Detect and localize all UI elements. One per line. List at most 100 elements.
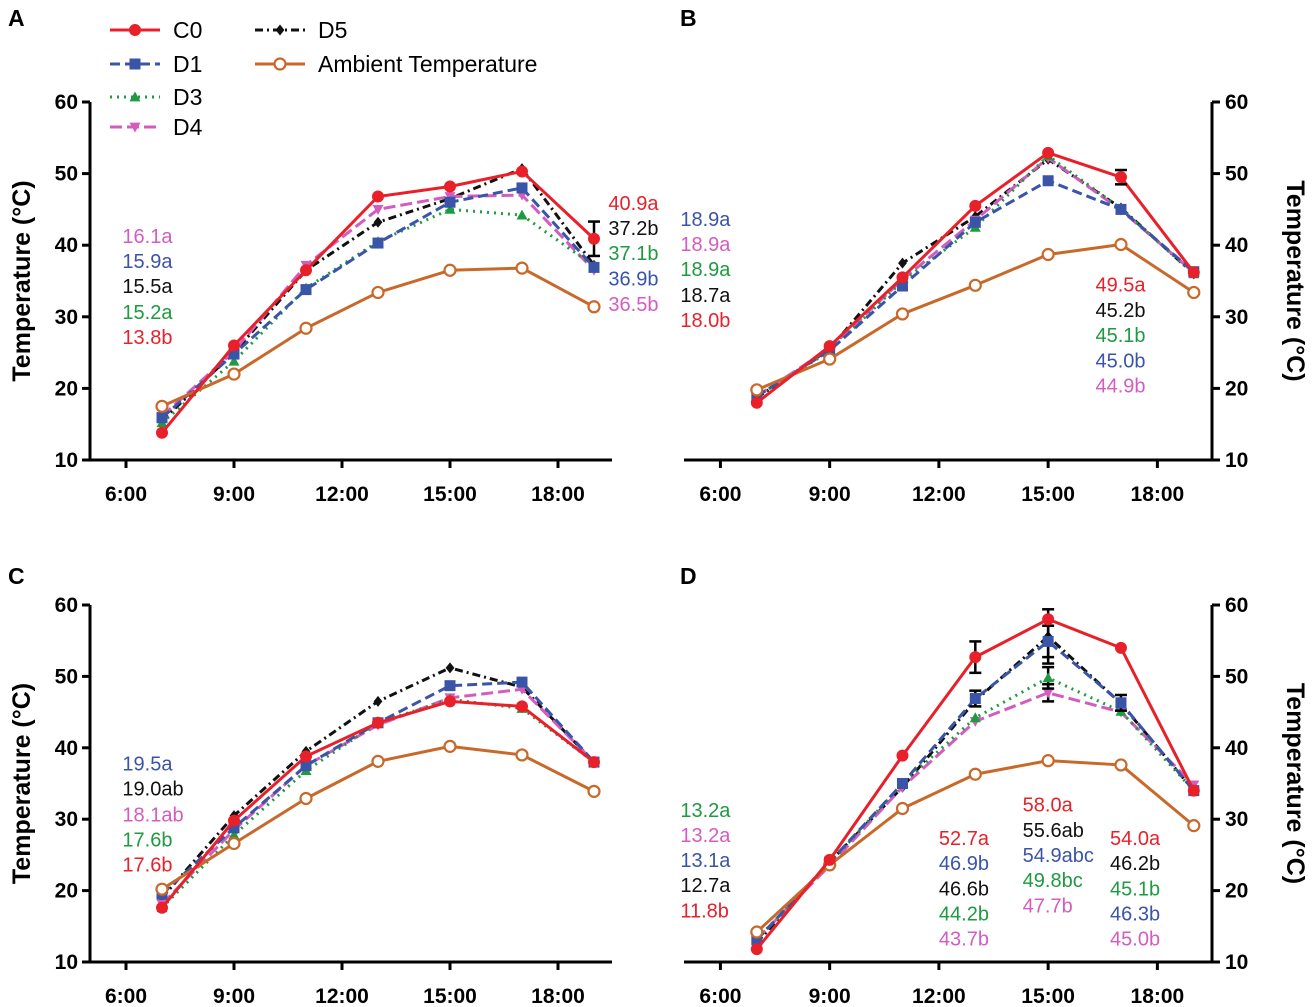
x-tick-label: 15:00: [423, 483, 477, 506]
data-point-c0: [588, 232, 600, 245]
data-point-c0: [823, 853, 836, 866]
annotation-c0: 40.9a: [608, 193, 659, 215]
data-point-d1: [751, 934, 763, 946]
y-tick-label: 20: [55, 377, 78, 400]
y-tick-label: 60: [1225, 594, 1248, 617]
x-tick-label: 18:00: [1131, 985, 1185, 1007]
data-point-d1: [1115, 697, 1127, 709]
annotation-d1: 45.0b: [1095, 351, 1145, 373]
data-point-amb: [1114, 758, 1128, 772]
data-point-c0: [896, 749, 909, 762]
annotation-d4: 44.9b: [1095, 376, 1145, 398]
annotation-d4: 43.7b: [939, 929, 989, 951]
x-tick-label: 9:00: [809, 483, 851, 506]
data-point-c0: [969, 651, 982, 664]
data-point-d1: [228, 822, 240, 834]
data-point-amb: [227, 836, 241, 851]
legend-item-d5: D5: [255, 17, 347, 43]
data-point-d1: [1042, 175, 1054, 187]
y-tick-label: 50: [55, 665, 78, 688]
annotation-d4: 18.1ab: [122, 804, 183, 826]
data-point-amb: [750, 383, 764, 397]
y-tick-label: 20: [55, 880, 78, 903]
annotation-d4: 13.2a: [680, 825, 731, 847]
data-point-d1: [372, 237, 384, 249]
data-point-d3: [228, 829, 240, 840]
data-point-d1: [1115, 203, 1127, 215]
data-point-amb: [371, 285, 385, 300]
data-point-d3: [444, 203, 456, 214]
data-point-c0: [1042, 613, 1055, 626]
data-point-d3: [969, 712, 981, 723]
y-tick-label: 40: [1225, 234, 1248, 257]
y-tick-label: 30: [1225, 306, 1248, 329]
y-tick-label: 40: [55, 234, 78, 257]
data-point-d1: [228, 348, 240, 360]
data-point-amb: [515, 748, 529, 762]
legend-marker: [275, 24, 285, 36]
data-point-d3: [228, 355, 240, 366]
annotation-d5: 37.2b: [608, 218, 658, 240]
data-point-amb: [1041, 247, 1055, 262]
data-point-amb: [1187, 285, 1201, 300]
series-c0: [750, 146, 1200, 409]
panel-d: D 10 20 30 40 50 60 6:00 9:00 12:00 15:00 18:00 Temp…: [680, 563, 1309, 1007]
series-amb: [155, 261, 601, 413]
panel-letter: C: [8, 563, 25, 589]
x-tick-label: 9:00: [213, 985, 255, 1007]
data-point-d1: [444, 680, 456, 692]
data-point-c0: [228, 339, 240, 352]
annotation-d4: 36.5b: [608, 294, 658, 316]
y-axis-title: Temperature (°C): [1281, 683, 1309, 884]
x-tick-label: 6:00: [105, 985, 147, 1007]
annotation-d3: 44.2b: [939, 904, 989, 926]
annotation-d5: 19.0ab: [122, 779, 183, 801]
x-tick-label: 18:00: [531, 985, 585, 1007]
data-point-d1: [896, 280, 908, 292]
series-d1: [156, 182, 600, 424]
legend-label: Ambient Temperature: [318, 51, 537, 77]
y-tick-label: 10: [55, 449, 78, 472]
y-tick-label: 30: [1225, 808, 1248, 831]
legend-marker: [129, 24, 141, 36]
y-tick-label: 50: [55, 163, 78, 186]
data-point-c0: [750, 943, 763, 956]
annotation-d3: 37.1b: [608, 243, 658, 265]
annotation-d5: 12.7a: [680, 875, 731, 897]
legend-item-d1: D1: [110, 51, 202, 77]
series-c0: [156, 695, 600, 914]
data-point-d1: [300, 284, 312, 296]
y-axis-title: Temperature (°C): [1281, 180, 1309, 381]
y-tick-label: 60: [1225, 91, 1248, 114]
annotation-d3: 49.8bc: [1023, 870, 1083, 892]
panel-a: A 10 20 30 40 50 60 6:00 9:00 12:00 15:00 18:00 Temp…: [8, 5, 659, 506]
data-point-c0: [823, 340, 836, 353]
data-point-c0: [300, 264, 312, 277]
data-point-d1: [588, 261, 600, 273]
legend-marker: [273, 57, 287, 71]
data-point-d1: [969, 693, 981, 705]
data-point-d4: [372, 205, 384, 215]
panel-c: C 10 20 30 40 50 60 6:00 9:00 12:00 15:00 18:00 Temp…: [8, 563, 612, 1007]
data-point-d1: [896, 778, 908, 789]
panel-letter: D: [680, 563, 697, 589]
x-tick-label: 12:00: [912, 483, 966, 506]
annotation-c0: 54.0a: [1110, 828, 1161, 850]
data-point-amb: [1114, 237, 1128, 252]
data-point-amb: [823, 352, 837, 366]
legend-label: D3: [173, 84, 202, 110]
data-point-c0: [516, 700, 528, 713]
data-point-c0: [372, 716, 384, 729]
data-point-d1: [516, 676, 528, 688]
annotation-d4: 16.1a: [122, 226, 173, 248]
x-tick-label: 6:00: [105, 483, 147, 506]
annotation-d4: 18.9a: [680, 234, 731, 256]
annotation-d1: 46.9b: [939, 853, 989, 875]
data-point-d1: [156, 412, 168, 424]
data-point-d1: [969, 216, 981, 228]
annotation-d5: 18.7a: [680, 285, 731, 307]
data-point-c0: [156, 426, 168, 439]
data-point-amb: [371, 754, 385, 768]
data-point-d5: [898, 257, 907, 269]
data-point-c0: [1042, 146, 1055, 159]
